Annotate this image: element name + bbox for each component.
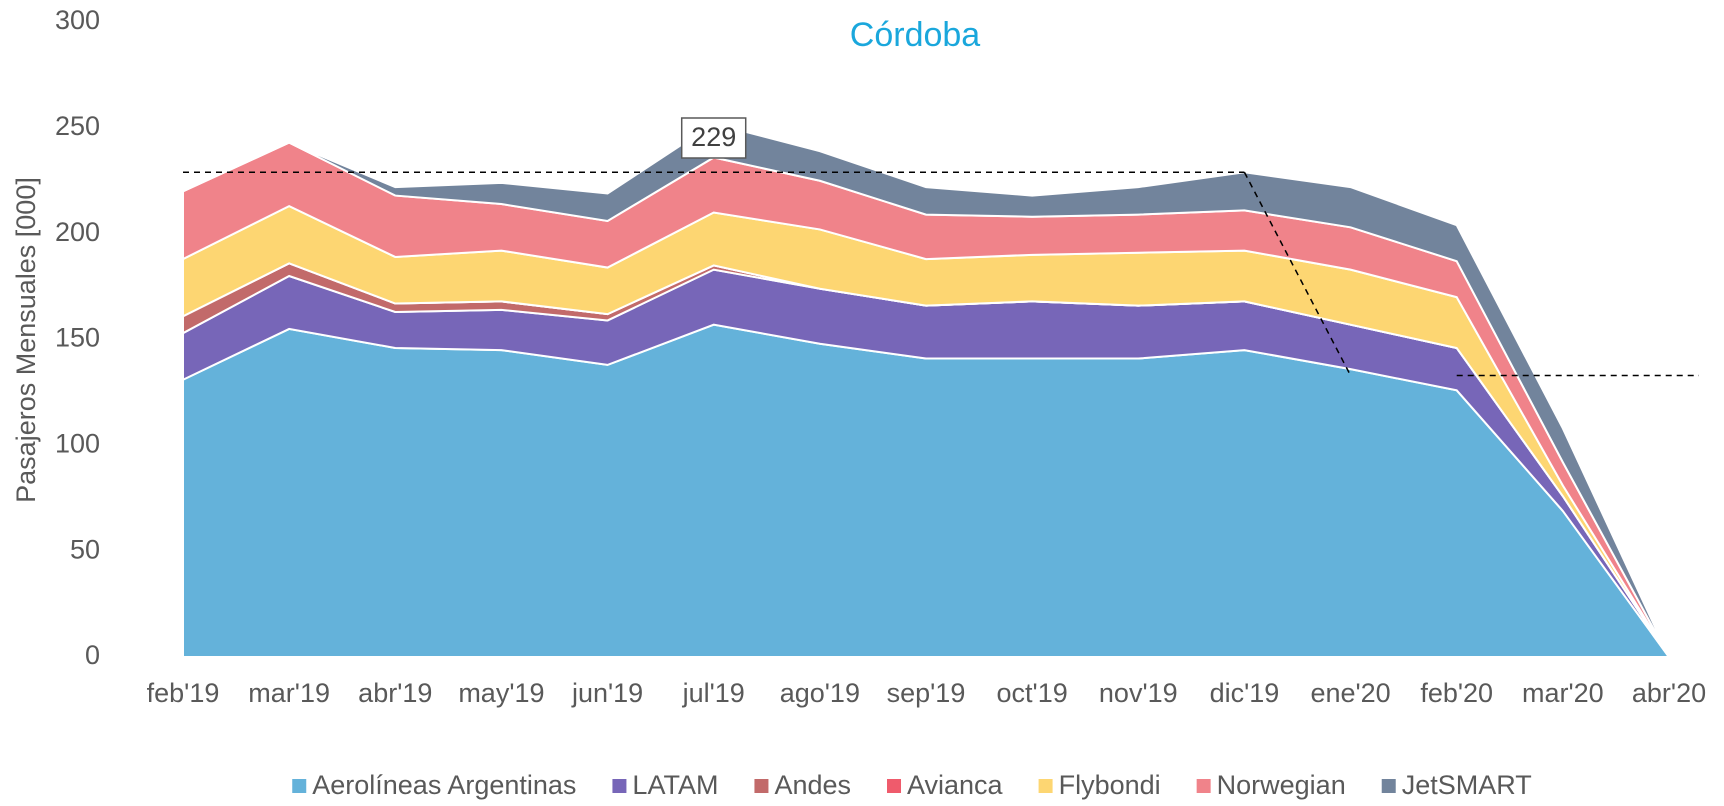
x-tick-label: mar'20 [1522, 678, 1604, 708]
area [182, 122, 1670, 658]
y-tick-label: 50 [70, 534, 100, 564]
legend-label: Flybondi [1059, 770, 1161, 800]
legend-label: JetSMART [1402, 770, 1532, 800]
x-tick-label: nov'19 [1099, 678, 1178, 708]
legend-swatch [292, 779, 307, 793]
legend-swatch [612, 779, 627, 793]
y-tick-label: 250 [55, 111, 100, 141]
y-tick-label: 150 [55, 323, 100, 353]
connector [1243, 171, 1352, 376]
legend-swatch [754, 779, 769, 793]
legend-label: LATAM [632, 770, 718, 800]
x-tick-label: jun'19 [571, 678, 643, 708]
x-tick-label: sep'19 [887, 678, 966, 708]
y-tick-label: 200 [55, 217, 100, 247]
x-tick-label: oct'19 [997, 678, 1068, 708]
legend: Aerolíneas Argentinas LATAM Andes Avianca Fl… [292, 770, 1532, 800]
x-tick-label: abr'20 [1632, 678, 1706, 708]
y-tick-label: 0 [85, 640, 100, 670]
annotation: 229 [691, 122, 736, 152]
x-tick-label: dic'19 [1210, 678, 1280, 708]
annotation-box [680, 117, 747, 159]
x-tick-label: may'19 [458, 678, 544, 708]
legend-label: Norwegian [1217, 770, 1346, 800]
x-tick-label: ene'20 [1310, 678, 1390, 708]
chart-title: Córdoba [850, 16, 981, 54]
legend-swatch [1196, 779, 1211, 793]
x-tick-label: feb'20 [1420, 678, 1493, 708]
x-tick-label: abr'19 [358, 678, 432, 708]
x-tick-label: mar'19 [248, 678, 330, 708]
x-tick-label: feb'19 [147, 678, 220, 708]
y-tick-label: 100 [55, 428, 100, 458]
x-tick-label: ago'19 [780, 678, 860, 708]
legend-swatch [1038, 779, 1053, 793]
legend-label: Andes [774, 770, 851, 800]
y-axis-label: Pasajeros Mensuales [000] [11, 177, 41, 503]
y-tick-label: 300 [55, 5, 100, 35]
legend-label: Aerolíneas Argentinas [312, 770, 576, 800]
legend-swatch [1381, 779, 1396, 793]
legend-label: Avianca [907, 770, 1004, 800]
x-tick-label: jul'19 [682, 678, 745, 708]
legend-swatch [887, 779, 902, 793]
